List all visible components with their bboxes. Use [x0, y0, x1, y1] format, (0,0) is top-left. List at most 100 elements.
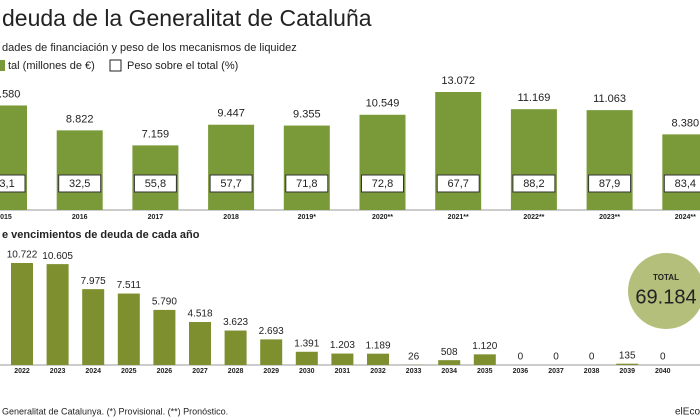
x-tick-label: 2020**: [372, 214, 393, 221]
value-label: 8.822: [66, 113, 94, 125]
percent-label: 71,8: [296, 178, 317, 190]
x-tick-label: 2029: [263, 368, 279, 375]
x-tick-label: 2023**: [599, 214, 620, 221]
bar: [295, 351, 318, 365]
bar: [0, 105, 27, 210]
value-label: 1.391: [294, 338, 319, 349]
percent-box: [436, 174, 480, 193]
x-tick-label: 2017: [148, 214, 164, 221]
percent-label: 83,4: [675, 178, 696, 190]
x-tick-label: 2018: [223, 214, 239, 221]
x-tick-label: 2037: [548, 368, 564, 375]
value-label: 3.623: [223, 317, 248, 328]
x-tick-label: 2016: [72, 214, 88, 221]
bar: [189, 322, 211, 365]
value-label: 26: [408, 351, 420, 362]
bar: [153, 309, 176, 365]
bar: [586, 110, 633, 210]
value-label: 8.380: [672, 117, 700, 129]
x-tick-label: 2032: [370, 368, 386, 375]
value-label: 0: [589, 352, 595, 363]
bar: [46, 264, 69, 365]
value-label: 0: [518, 352, 524, 363]
x-tick-label: 2031: [335, 368, 351, 375]
percent-label: 55,8: [145, 178, 166, 190]
legend-swatch: [0, 60, 5, 71]
value-label: 7.159: [142, 128, 170, 140]
percent-box: [663, 174, 700, 193]
x-tick-label: 2022: [14, 368, 30, 375]
value-label: 1.120: [472, 341, 497, 352]
value-label: 1.189: [365, 340, 390, 351]
value-label: 11.169: [517, 92, 550, 104]
total-value: 69.184: [635, 286, 696, 308]
value-label: 13.072: [441, 75, 475, 87]
value-label: 135: [619, 350, 636, 361]
percent-box: [285, 174, 329, 193]
x-tick-label: 2036: [513, 368, 529, 375]
percent-label: 67,7: [447, 178, 468, 190]
legend-label: Peso sobre el total (%): [127, 60, 238, 72]
x-tick-label: 2025: [121, 368, 137, 375]
x-tick-label: 2038: [584, 368, 600, 375]
legend-swatch: [109, 59, 122, 72]
bar: [208, 124, 255, 210]
value-label: 508: [441, 347, 458, 358]
x-tick-label: 2015: [0, 214, 12, 221]
bar: [367, 353, 389, 365]
brand: elEco: [675, 407, 700, 418]
percent-box: [512, 174, 556, 193]
percent-label: 32,5: [69, 178, 90, 190]
percent-box: [361, 174, 404, 193]
chart-subtitle: e vencimientos de deuda de cada año: [2, 229, 200, 241]
value-label: 10.722: [7, 250, 38, 261]
value-label: 9.355: [293, 108, 321, 120]
percent-label: 88,2: [523, 178, 544, 190]
percent-box: [58, 174, 102, 193]
x-tick-label: 2027: [192, 368, 208, 375]
x-tick-label: 2021**: [448, 214, 469, 221]
percent-label: 57,7: [220, 178, 241, 190]
bar: [117, 293, 140, 365]
bar: [662, 134, 700, 210]
value-label: 1.203: [330, 340, 355, 351]
bar: [438, 360, 461, 365]
x-tick-label: 2024**: [675, 214, 696, 221]
value-label: 7.975: [81, 276, 106, 287]
percent-box: [588, 174, 632, 193]
value-label: 10.549: [366, 98, 400, 110]
bar: [82, 289, 105, 365]
bar: [359, 114, 406, 210]
x-tick-label: 2035: [477, 368, 493, 375]
x-tick-label: 2028: [228, 368, 244, 375]
value-label: 9.447: [217, 108, 245, 120]
legend-label: tal (millones de €): [8, 60, 95, 72]
bar: [260, 339, 283, 365]
value-label: 0: [553, 352, 559, 363]
value-label: 2.693: [259, 326, 284, 337]
x-tick-label: 2040: [655, 368, 671, 375]
total-badge: [628, 253, 700, 329]
bar: [283, 125, 330, 210]
value-label: 7.511: [117, 280, 142, 291]
percent-label: 72,8: [372, 178, 393, 190]
bar: [56, 130, 103, 210]
x-tick-label: 2030: [299, 368, 315, 375]
x-tick-label: 2022**: [523, 214, 544, 221]
value-label: 4.518: [187, 309, 212, 320]
bar: [224, 330, 247, 365]
x-tick-label: 2033: [406, 368, 422, 375]
source: Generalitat de Catalunya. (*) Provisiona…: [2, 406, 228, 416]
x-tick-label: 2023: [50, 368, 66, 375]
bar: [11, 263, 33, 365]
bar: [510, 109, 557, 210]
value-label: 10.605: [42, 251, 73, 262]
chart-title: deuda de la Generalitat de Cataluña: [2, 5, 372, 31]
total-title: TOTAL: [653, 273, 679, 282]
percent-label: 63,1: [0, 178, 15, 190]
value-label: 5.790: [152, 297, 177, 308]
x-tick-label: 2024: [85, 368, 101, 375]
chart-subtitle: dades de financiación y peso de los meca…: [2, 42, 297, 54]
percent-box: [133, 174, 177, 193]
